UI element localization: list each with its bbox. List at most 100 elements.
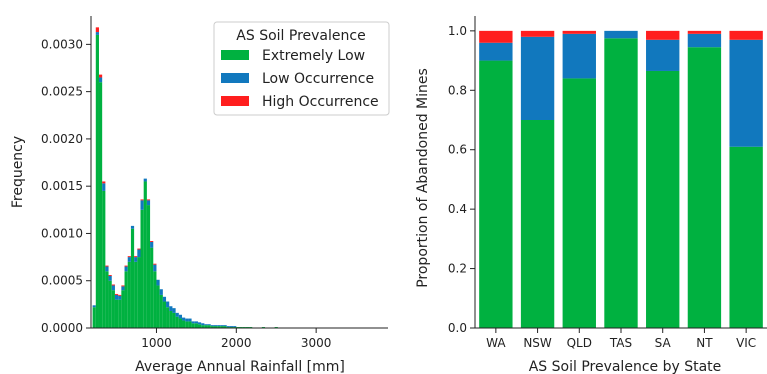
histogram-y-tick-label: 0.0025 [41, 85, 83, 99]
histogram-bar-segment [229, 326, 234, 328]
state-bar-segment [479, 30, 513, 43]
histogram-bar-segment [146, 200, 151, 206]
legend-label-extremely-low: Extremely Low [262, 48, 365, 64]
histogram-bar-segment [162, 296, 167, 302]
histogram-bar-segment [153, 264, 157, 272]
rainfall-histogram-panel: 0.0000 0.0005 0.0010 0.0015 0.0020 0.0025 0.00… [10, 16, 390, 374]
histogram-bar-segment [121, 285, 125, 287]
histogram-bar-segment [124, 271, 128, 328]
histogram-bar-segment [140, 209, 144, 328]
state-bar-segment [520, 36, 555, 120]
histogram-bar-segment [146, 205, 151, 328]
histogram-bar-segment [146, 199, 151, 201]
histogram-bar-segment [143, 181, 147, 328]
histogram-y-tick-label: 0.0010 [41, 226, 83, 240]
histogram-bar-segment [194, 321, 198, 324]
histogram-bar-segment [178, 318, 183, 328]
histogram-bar-segment [130, 225, 135, 229]
histogram-bar-segment [98, 77, 103, 83]
histogram-bar-segment [150, 247, 154, 328]
histogram-bar-segment [172, 308, 176, 313]
histogram-x-tick-label: 3000 [301, 336, 332, 350]
histogram-bar-segment [175, 316, 179, 328]
histogram-bar-segment [204, 325, 208, 328]
histogram-bar-segment [108, 280, 112, 328]
state-bar-segment [687, 47, 722, 328]
histogram-bar-segment [156, 285, 160, 328]
histogram-bar-segment [127, 261, 131, 328]
histogram-bar-segment [150, 241, 154, 242]
histogram-bar-segment [111, 290, 115, 328]
histogram-bar-segment [233, 326, 237, 328]
histogram-bar-segment [188, 321, 192, 328]
histogram-bar-segment [185, 318, 189, 322]
histogram-bar-segment [92, 307, 96, 328]
histogram-bar-segment [137, 257, 141, 328]
histogram-y-tick-label: 0.0000 [41, 321, 83, 335]
histogram-bar-segment [130, 228, 135, 328]
histogram-bar-segment [223, 325, 227, 327]
histogram-bar-segment [121, 286, 125, 291]
state-y-tick-label: 0.2 [448, 262, 467, 276]
state-bar-segment [729, 30, 763, 40]
histogram-bar-segment [127, 257, 131, 262]
histogram-bar-segment [95, 32, 99, 35]
histogram-bar-segment [150, 241, 154, 248]
histogram-y-tick-label: 0.0020 [41, 132, 83, 146]
state-x-tick-label: NSW [523, 336, 552, 350]
histogram-bar-segment [223, 326, 227, 328]
histogram-bar-segment [194, 323, 198, 328]
histogram-bar-segment [111, 284, 115, 286]
histogram-bar-segment [137, 249, 141, 258]
state-bar-segment [562, 30, 596, 34]
histogram-bar-segment [127, 256, 131, 258]
histogram-bar-segment [105, 265, 109, 267]
histogram-bar-segment [140, 200, 144, 210]
histogram-bar-segment [191, 323, 195, 328]
state-y-tick-label: 1.0 [448, 24, 467, 38]
state-y-ticks: 0.0 0.2 0.4 0.6 0.8 1.0 [448, 24, 475, 335]
state-x-tick-label: TAS [609, 336, 632, 350]
histogram-bar-segment [121, 290, 125, 328]
histogram-bar-segment [188, 318, 192, 322]
state-y-tick-label: 0.4 [448, 202, 467, 216]
state-proportion-panel: 0.0 0.2 0.4 0.6 0.8 1.0 WA NSW QLD TAS SA NT VIC AS… [415, 16, 767, 374]
histogram-bar-segment [178, 314, 183, 319]
histogram-y-ticks: 0.0000 0.0005 0.0010 0.0015 0.0020 0.0025 0.00… [41, 37, 91, 335]
histogram-bar-segment [105, 271, 109, 328]
state-x-tick-label: WA [486, 336, 506, 350]
state-bars [479, 30, 763, 329]
histogram-bar-segment [159, 289, 163, 295]
histogram-bar-segment [92, 305, 96, 308]
state-bar-segment [729, 146, 763, 328]
state-y-tick-label: 0.6 [448, 143, 467, 157]
histogram-bar-segment [166, 301, 170, 308]
histogram-bar-segment [175, 312, 179, 317]
histogram-x-ticks: 1000 2000 3000 [141, 328, 331, 350]
histogram-bar-segment [98, 74, 103, 78]
state-x-tick-label: SA [655, 336, 672, 350]
histogram-bar-segment [156, 279, 160, 286]
histogram-bar-segment [108, 275, 112, 276]
histogram-bars [92, 27, 278, 329]
state-x-tick-label: NT [696, 336, 713, 350]
state-bar-segment [479, 42, 513, 61]
state-y-tick-label: 0.0 [448, 321, 467, 335]
legend-label-low-occurrence: Low Occurrence [262, 71, 374, 87]
histogram-bar-segment [102, 183, 106, 191]
state-x-tick-label: QLD [567, 336, 592, 350]
state-bar-segment [604, 38, 638, 328]
histogram-bar-segment [102, 181, 106, 184]
legend-swatch-extremely-low [221, 50, 249, 60]
histogram-bar-segment [185, 321, 189, 328]
state-bar-segment [520, 120, 555, 328]
histogram-bar-segment [114, 299, 119, 328]
histogram-bar-segment [114, 294, 119, 300]
histogram-bar-segment [105, 266, 109, 272]
histogram-bar-segment [217, 325, 221, 327]
state-x-tick-label: VIC [736, 336, 756, 350]
histogram-bar-segment [197, 322, 202, 325]
legend-swatch-low-occurrence [221, 73, 249, 83]
legend-title: AS Soil Prevalence [236, 28, 365, 44]
